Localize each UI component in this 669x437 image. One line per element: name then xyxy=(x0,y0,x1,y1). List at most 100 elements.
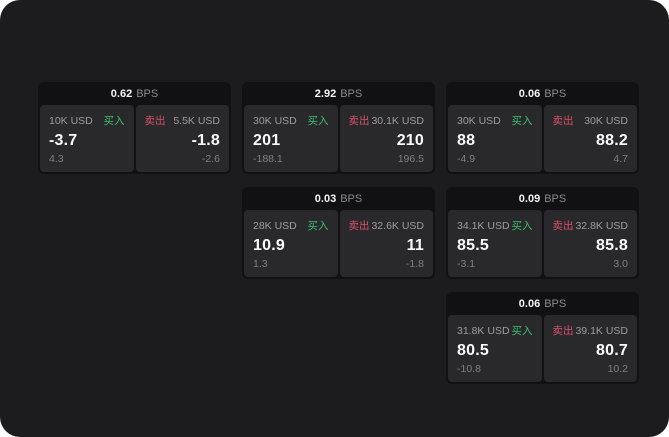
spread-header: 0.62 BPS xyxy=(38,82,231,105)
buy-delta: -4.9 xyxy=(457,153,476,165)
sell-amount: 32.8K USD xyxy=(575,219,628,232)
sell-price: 11 xyxy=(406,236,424,254)
spread-header: 0.03 BPS xyxy=(242,187,435,210)
buy-tile[interactable]: 31.8K USD 买入 80.5 -10.8 xyxy=(448,315,542,382)
buy-price: 201 xyxy=(253,131,281,149)
quote-cards-grid: 0.62 BPS 10K USD 买入 -3.7 4.3 卖出 5.5K USD xyxy=(38,82,639,384)
buy-amount: 30K USD xyxy=(253,114,297,127)
quote-card-body: 28K USD 买入 10.9 1.3 卖出 32.6K USD 11 -1.8 xyxy=(242,210,435,279)
spread-unit-label: BPS xyxy=(340,87,363,100)
sell-side-label: 卖出 xyxy=(348,115,370,127)
sell-price: 210 xyxy=(396,131,424,149)
spread-value: 2.92 xyxy=(314,87,337,100)
sell-side-label: 卖出 xyxy=(144,115,166,127)
sell-tile[interactable]: 卖出 30K USD 88.2 4.7 xyxy=(543,105,637,172)
spread-unit-label: BPS xyxy=(136,87,159,100)
quote-card-body: 30K USD 买入 201 -188.1 卖出 30.1K USD 210 1… xyxy=(242,105,435,174)
buy-side-label: 买入 xyxy=(307,220,329,232)
spread-value: 0.62 xyxy=(110,87,133,100)
sell-tile[interactable]: 卖出 39.1K USD 80.7 10.2 xyxy=(543,315,637,382)
sell-amount: 5.5K USD xyxy=(173,114,220,127)
buy-side-label: 买入 xyxy=(511,115,533,127)
sell-amount: 30.1K USD xyxy=(371,114,424,127)
sell-delta: 10.2 xyxy=(607,363,628,375)
sell-tile[interactable]: 卖出 5.5K USD -1.8 -2.6 xyxy=(135,105,229,172)
buy-amount: 30K USD xyxy=(457,114,501,127)
sell-price: -1.8 xyxy=(191,131,220,149)
buy-tile-header: 30K USD 买入 xyxy=(253,113,329,128)
buy-delta: -3.1 xyxy=(457,258,476,270)
buy-side-label: 买入 xyxy=(511,325,533,337)
sell-delta: -1.8 xyxy=(405,258,424,270)
buy-side-label: 买入 xyxy=(103,115,125,127)
sell-tile[interactable]: 卖出 32.8K USD 85.8 3.0 xyxy=(543,210,637,277)
sell-tile-header: 卖出 32.6K USD xyxy=(349,218,425,233)
quote-card: 0.62 BPS 10K USD 买入 -3.7 4.3 卖出 5.5K USD xyxy=(38,82,231,174)
buy-price: 88 xyxy=(457,131,476,149)
sell-side-label: 卖出 xyxy=(552,115,574,127)
buy-side-label: 买入 xyxy=(307,115,329,127)
buy-side-label: 买入 xyxy=(511,220,533,232)
sell-tile-header: 卖出 30K USD xyxy=(553,113,629,128)
buy-price: -3.7 xyxy=(49,131,78,149)
buy-tile[interactable]: 30K USD 买入 88 -4.9 xyxy=(448,105,542,172)
spread-header: 0.06 BPS xyxy=(446,82,639,105)
spread-header: 0.06 BPS xyxy=(446,292,639,315)
buy-amount: 34.1K USD xyxy=(457,219,510,232)
sell-price: 85.8 xyxy=(596,236,628,254)
sell-price: 80.7 xyxy=(596,341,628,359)
buy-amount: 10K USD xyxy=(49,114,93,127)
buy-tile[interactable]: 34.1K USD 买入 85.5 -3.1 xyxy=(448,210,542,277)
buy-tile[interactable]: 10K USD 买入 -3.7 4.3 xyxy=(40,105,134,172)
buy-price: 80.5 xyxy=(457,341,489,359)
buy-tile[interactable]: 28K USD 买入 10.9 1.3 xyxy=(244,210,338,277)
quote-card-body: 10K USD 买入 -3.7 4.3 卖出 5.5K USD -1.8 -2.… xyxy=(38,105,231,174)
buy-tile-header: 10K USD 买入 xyxy=(49,113,125,128)
sell-tile[interactable]: 卖出 30.1K USD 210 196.5 xyxy=(339,105,433,172)
sell-delta: 196.5 xyxy=(397,153,424,165)
sell-amount: 30K USD xyxy=(584,114,628,127)
buy-delta: -188.1 xyxy=(253,153,283,165)
spread-value: 0.03 xyxy=(314,192,337,205)
buy-tile-header: 34.1K USD 买入 xyxy=(457,218,533,233)
buy-tile[interactable]: 30K USD 买入 201 -188.1 xyxy=(244,105,338,172)
sell-amount: 39.1K USD xyxy=(575,324,628,337)
spread-header: 2.92 BPS xyxy=(242,82,435,105)
sell-side-label: 卖出 xyxy=(552,220,574,232)
quote-card-body: 30K USD 买入 88 -4.9 卖出 30K USD 88.2 4.7 xyxy=(446,105,639,174)
spread-unit-label: BPS xyxy=(544,297,567,310)
buy-price: 85.5 xyxy=(457,236,489,254)
quote-card: 2.92 BPS 30K USD 买入 201 -188.1 卖出 30.1K … xyxy=(242,82,435,174)
sell-tile-header: 卖出 30.1K USD xyxy=(349,113,425,128)
spread-unit-label: BPS xyxy=(544,192,567,205)
quote-card: 0.03 BPS 28K USD 买入 10.9 1.3 卖出 32.6K US… xyxy=(242,187,435,279)
spread-header: 0.09 BPS xyxy=(446,187,639,210)
buy-delta: -10.8 xyxy=(457,363,481,375)
sell-delta: -2.6 xyxy=(201,153,220,165)
buy-price: 10.9 xyxy=(253,236,285,254)
spread-value: 0.09 xyxy=(518,192,541,205)
sell-side-label: 卖出 xyxy=(552,325,574,337)
sell-tile[interactable]: 卖出 32.6K USD 11 -1.8 xyxy=(339,210,433,277)
spread-value: 0.06 xyxy=(518,87,541,100)
quote-card-body: 31.8K USD 买入 80.5 -10.8 卖出 39.1K USD 80.… xyxy=(446,315,639,384)
sell-price: 88.2 xyxy=(596,131,628,149)
buy-amount: 31.8K USD xyxy=(457,324,510,337)
sell-tile-header: 卖出 5.5K USD xyxy=(145,113,221,128)
buy-tile-header: 30K USD 买入 xyxy=(457,113,533,128)
sell-side-label: 卖出 xyxy=(348,220,370,232)
sell-tile-header: 卖出 39.1K USD xyxy=(553,323,629,338)
quote-card: 0.09 BPS 34.1K USD 买入 85.5 -3.1 卖出 32.8K… xyxy=(446,187,639,279)
buy-delta: 1.3 xyxy=(253,258,268,270)
sell-tile-header: 卖出 32.8K USD xyxy=(553,218,629,233)
buy-tile-header: 28K USD 买入 xyxy=(253,218,329,233)
quote-card: 0.06 BPS 30K USD 买入 88 -4.9 卖出 30K USD xyxy=(446,82,639,174)
spread-unit-label: BPS xyxy=(544,87,567,100)
sell-delta: 4.7 xyxy=(613,153,628,165)
sell-amount: 32.6K USD xyxy=(371,219,424,232)
quote-card: 0.06 BPS 31.8K USD 买入 80.5 -10.8 卖出 39.1… xyxy=(446,292,639,384)
buy-delta: 4.3 xyxy=(49,153,64,165)
spread-value: 0.06 xyxy=(518,297,541,310)
buy-tile-header: 31.8K USD 买入 xyxy=(457,323,533,338)
